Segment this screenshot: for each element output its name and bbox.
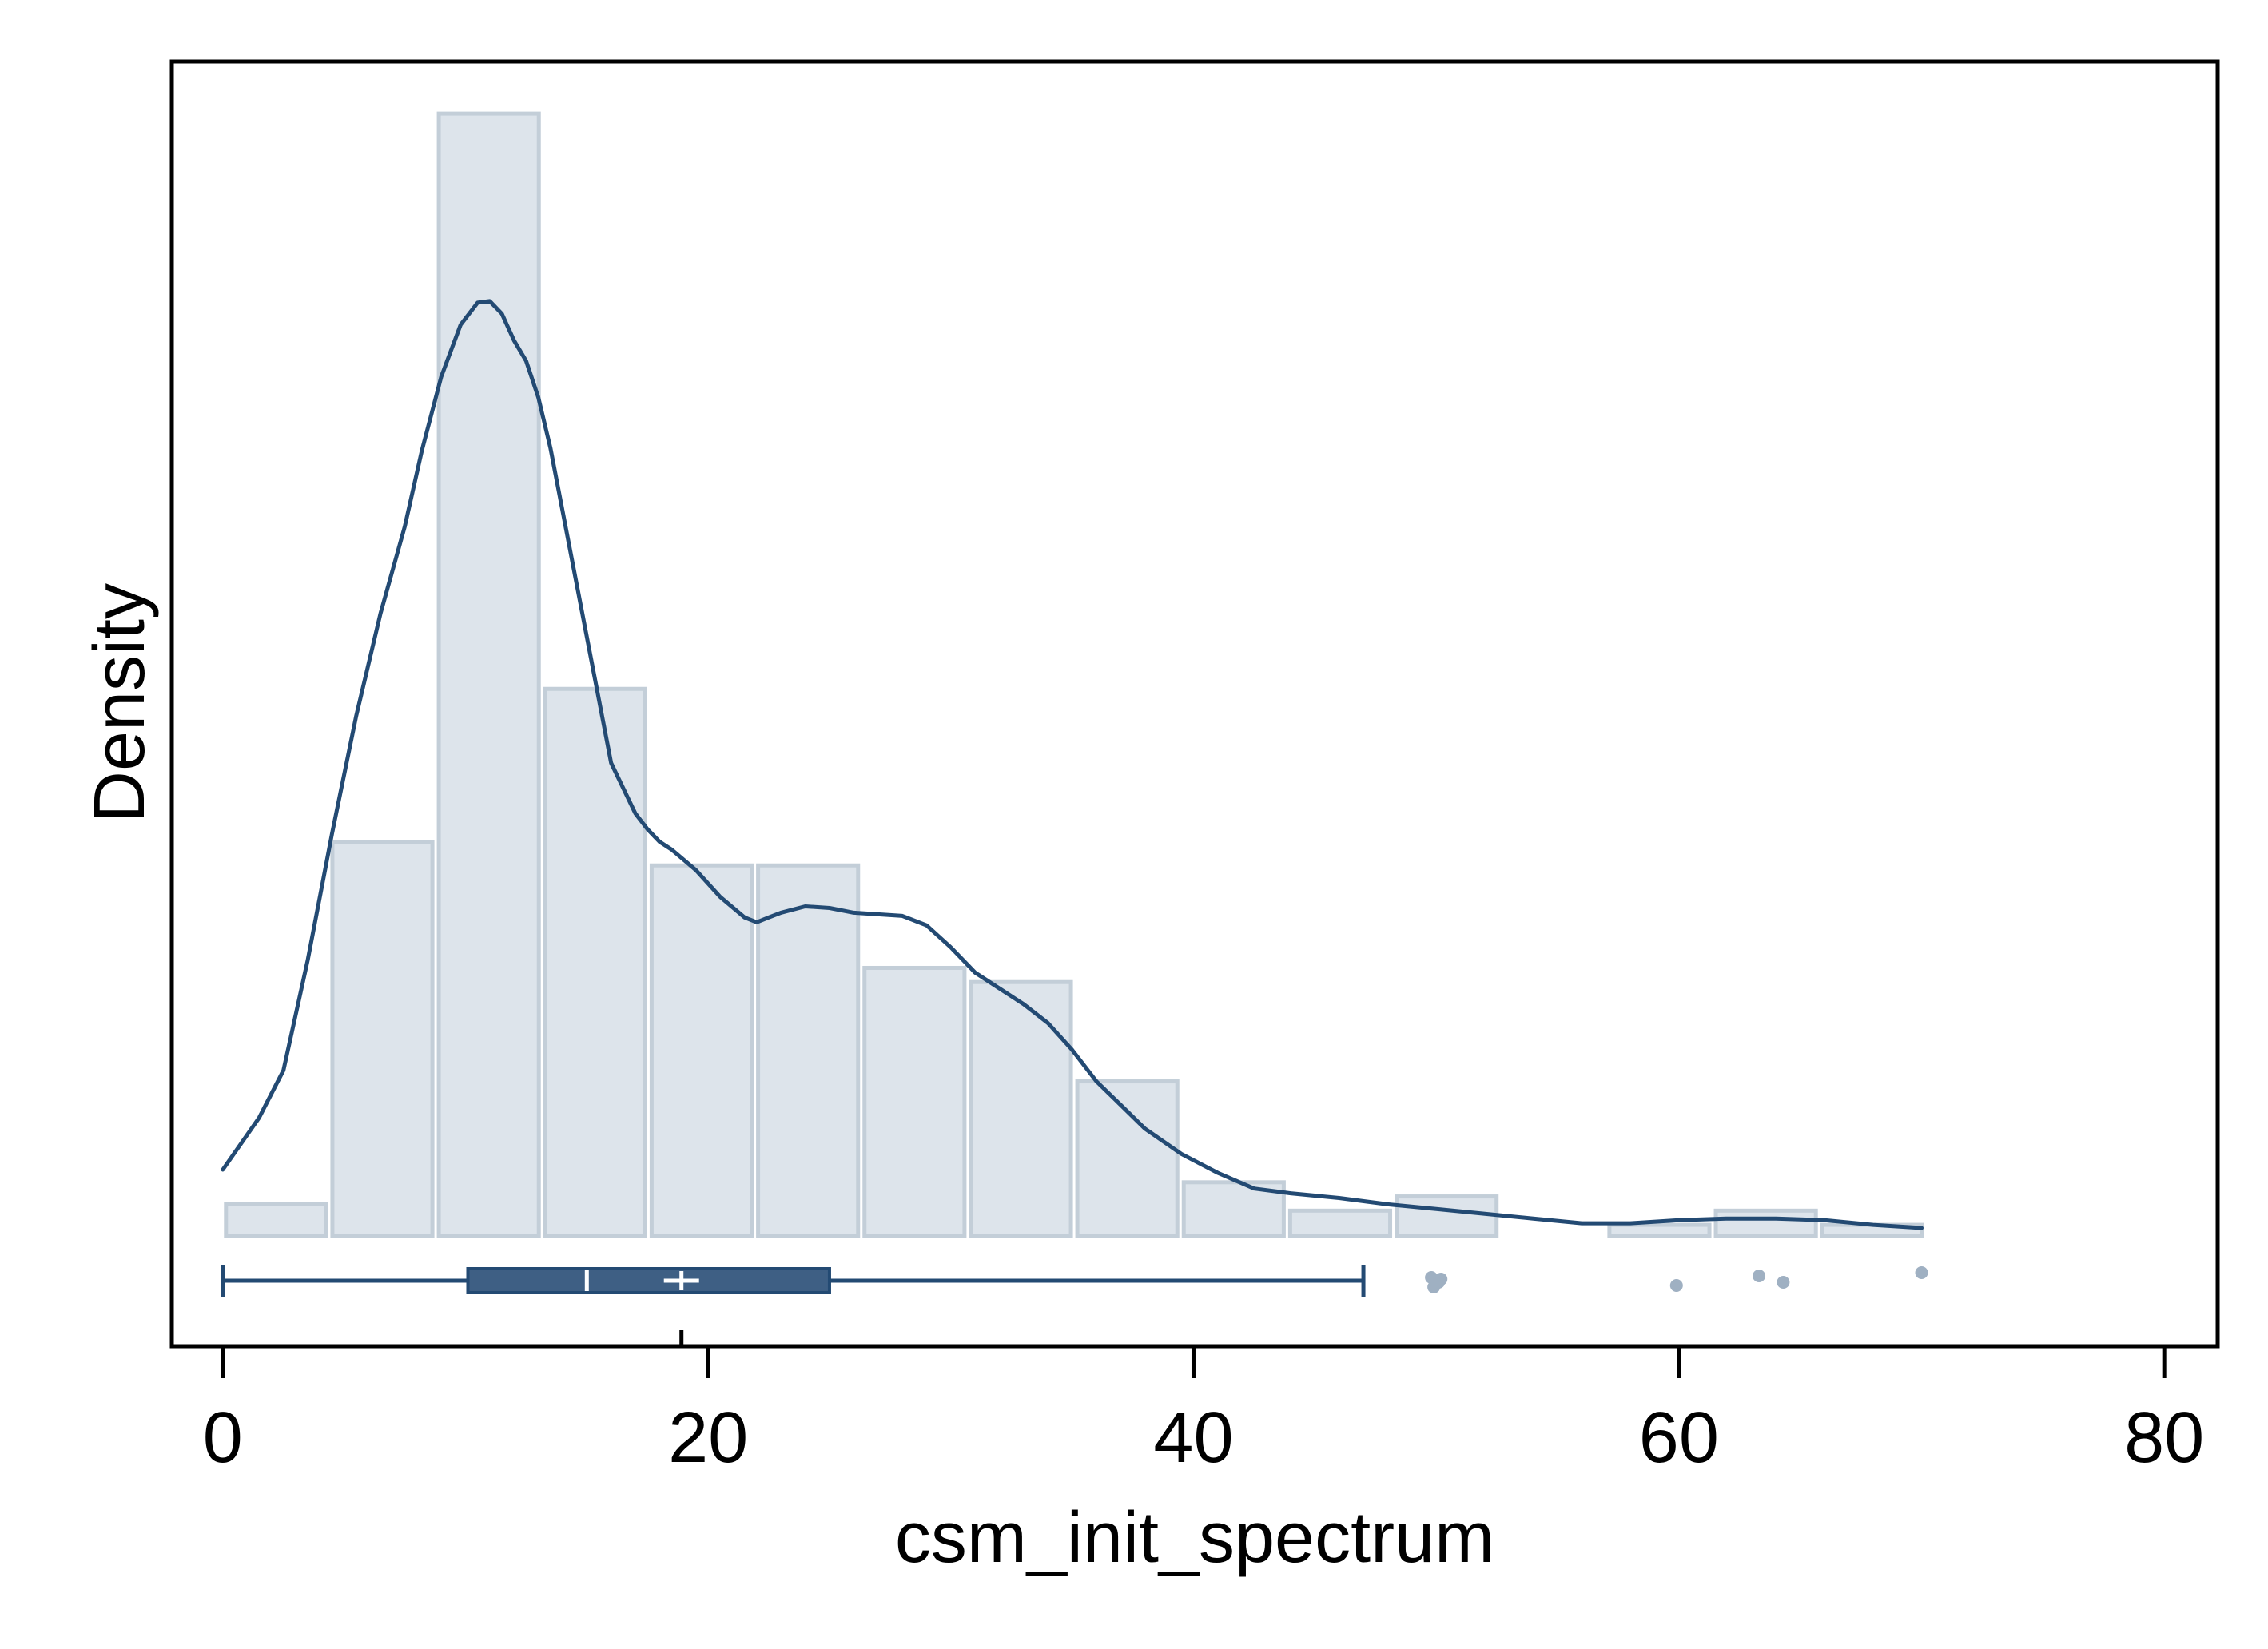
histogram-bars <box>224 111 1924 1238</box>
histogram-bar <box>436 111 541 1238</box>
x-axis-label: csm_init_spectrum <box>895 1498 1494 1578</box>
boxplot-outliers <box>1425 1266 1928 1293</box>
histogram-bar <box>862 965 967 1238</box>
x-tick-label: 0 <box>203 1398 243 1478</box>
boxplot-box <box>466 1267 831 1294</box>
histogram-bar <box>330 840 435 1238</box>
x-tick-label: 80 <box>2124 1398 2204 1478</box>
boxplot-outlier-point <box>1777 1276 1790 1289</box>
histogram-bar <box>224 1202 328 1238</box>
histogram-bar <box>1075 1079 1180 1238</box>
histogram-bar <box>969 979 1073 1238</box>
x-axis: 0 20 40 60 80 <box>203 1330 2204 1478</box>
x-tick-label: 60 <box>1639 1398 1719 1478</box>
x-tick-label: 20 <box>668 1398 748 1478</box>
histogram-bar <box>1395 1194 1499 1238</box>
density-curve <box>221 299 1924 1230</box>
histogram-bar <box>543 686 647 1238</box>
boxplot-outlier-point <box>1915 1266 1928 1279</box>
boxplot-outlier-point <box>1434 1273 1448 1285</box>
x-tick-label: 40 <box>1153 1398 1233 1478</box>
boxplot-outlier-point <box>1753 1270 1766 1282</box>
histogram-bar <box>1713 1208 1818 1238</box>
histogram-bar <box>756 863 861 1238</box>
y-axis-label: Density <box>80 583 160 823</box>
boxplot-outlier-point <box>1669 1279 1683 1292</box>
histogram-bar <box>1607 1222 1712 1238</box>
boxplot <box>221 1265 1366 1297</box>
histogram-bar <box>649 863 754 1238</box>
histogram-bar <box>1287 1208 1393 1238</box>
